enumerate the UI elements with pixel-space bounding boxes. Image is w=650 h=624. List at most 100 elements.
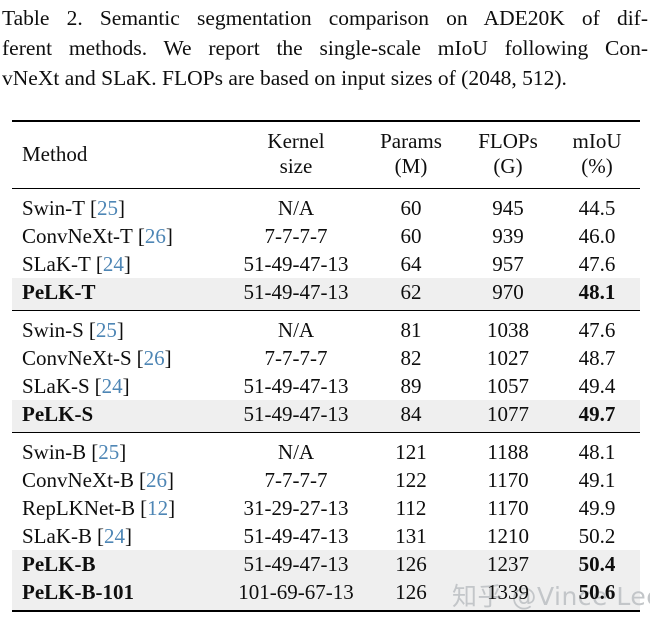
col-header-kernel-line2: size: [279, 154, 313, 178]
citation-open-bracket: [: [95, 252, 103, 276]
citation: [25]: [91, 440, 126, 464]
miou-cell: 47.6: [578, 252, 616, 276]
miou-cell: 49.9: [578, 496, 616, 520]
method-cell: Swin-B [25]: [12, 433, 232, 467]
flops-cell: 1188: [487, 440, 529, 464]
flops-cell: 970: [462, 278, 554, 311]
citation-open-bracket: [: [139, 468, 146, 492]
col-header-miou: mIoU (%): [554, 121, 640, 189]
table-row: SLaK-S [24] 51-49-47-13 89 1057 49.4: [12, 372, 640, 400]
method-cell: SLaK-T [24]: [12, 250, 232, 278]
kernel-cell: 51-49-47-13: [232, 400, 360, 433]
params-cell: 60: [400, 196, 422, 220]
flops-cell: 1339: [462, 578, 554, 611]
table-group-tiny: Swin-T [25] N/A 60 945 44.5 ConvNeXt-T [26…: [12, 188, 640, 311]
citation-close-bracket: ]: [168, 496, 176, 520]
citation-link[interactable]: 25: [98, 440, 120, 464]
params-cell: 60: [400, 224, 422, 248]
citation-close-bracket: ]: [122, 374, 130, 398]
flops-cell: 1170: [487, 468, 529, 492]
citation-close-bracket: ]: [164, 346, 172, 370]
kernel-cell: 51-49-47-13: [232, 550, 360, 578]
params-cell: 89: [400, 374, 422, 398]
col-header-params-line2: (M): [394, 154, 428, 178]
citation: [26]: [138, 224, 173, 248]
kernel-cell: 51-49-47-13: [243, 374, 349, 398]
method-cell: PeLK-T: [12, 278, 232, 311]
method-cell: PeLK-S: [12, 400, 232, 433]
caption-line-1: Table 2. Semantic segmentation compariso…: [2, 6, 648, 30]
flops-cell: 1057: [487, 374, 529, 398]
method-name: Swin-S: [22, 318, 84, 342]
table-row-highlighted: PeLK-S 51-49-47-13 84 1077 49.7: [12, 400, 640, 433]
params-cell: 131: [395, 524, 427, 548]
table-row: SLaK-T [24] 51-49-47-13 64 957 47.6: [12, 250, 640, 278]
method-cell: SLaK-S [24]: [12, 372, 232, 400]
flops-cell: 1170: [487, 496, 529, 520]
flops-cell: 945: [492, 196, 524, 220]
kernel-cell: 51-49-47-13: [232, 278, 360, 311]
method-name: ConvNeXt-S: [22, 346, 132, 370]
citation-link[interactable]: 26: [143, 346, 165, 370]
miou-cell: 46.0: [578, 224, 616, 248]
flops-cell: 1038: [487, 318, 529, 342]
params-cell: 82: [400, 346, 422, 370]
method-name: ConvNeXt-T: [22, 224, 133, 248]
miou-cell: 49.1: [578, 468, 616, 492]
miou-cell: 49.4: [578, 374, 616, 398]
params-cell: 64: [400, 252, 422, 276]
citation: [25]: [90, 196, 125, 220]
table-row-highlighted: PeLK-T 51-49-47-13 62 970 48.1: [12, 278, 640, 311]
method-name: Swin-T: [22, 196, 85, 220]
kernel-cell: 51-49-47-13: [243, 252, 349, 276]
citation: [24]: [96, 252, 131, 276]
kernel-cell: 7-7-7-7: [264, 468, 328, 492]
params-cell: 126: [360, 578, 462, 611]
params-cell: 126: [360, 550, 462, 578]
header-row: Method Kernel size Params (M) FLOPs (G) …: [12, 121, 640, 189]
citation-link[interactable]: 24: [104, 524, 125, 548]
flops-cell: 957: [492, 252, 524, 276]
kernel-cell: 101-69-67-13: [232, 578, 360, 611]
method-cell: ConvNeXt-B [26]: [12, 466, 232, 494]
citation-link[interactable]: 24: [101, 374, 123, 398]
params-cell: 112: [395, 496, 427, 520]
citation-link[interactable]: 25: [97, 196, 118, 220]
citation-link[interactable]: 12: [147, 496, 169, 520]
kernel-cell: 7-7-7-7: [264, 346, 328, 370]
method-cell: Swin-S [25]: [12, 311, 232, 345]
citation-close-bracket: ]: [118, 196, 125, 220]
method-name: SLaK-T: [22, 252, 91, 276]
table-row-highlighted: PeLK-B-101 101-69-67-13 126 1339 50.6: [12, 578, 640, 611]
miou-cell: 50.2: [578, 524, 616, 548]
citation-link[interactable]: 26: [144, 224, 166, 248]
caption-line-3: vNeXt and SLaK. FLOPs are based on input…: [2, 66, 567, 90]
miou-cell: 44.5: [578, 196, 616, 220]
citation-link[interactable]: 26: [146, 468, 167, 492]
params-cell: 84: [360, 400, 462, 433]
method-cell: SLaK-B [24]: [12, 522, 232, 550]
caption-line-2: ferent methods. We report the single-sca…: [2, 36, 648, 60]
kernel-cell: N/A: [277, 196, 315, 220]
params-cell: 81: [400, 318, 422, 342]
miou-cell: 49.7: [554, 400, 640, 433]
miou-cell: 50.4: [554, 550, 640, 578]
miou-cell: 48.1: [578, 440, 616, 464]
params-cell: 122: [395, 468, 427, 492]
citation-link[interactable]: 24: [102, 252, 124, 276]
method-name: ConvNeXt-B: [22, 468, 134, 492]
citation-link[interactable]: 25: [95, 318, 117, 342]
params-cell: 62: [360, 278, 462, 311]
method-name: Swin-B: [22, 440, 87, 464]
method-cell: PeLK-B: [12, 550, 232, 578]
method-cell: ConvNeXt-S [26]: [12, 344, 232, 372]
table-caption: Table 2. Semantic segmentation compariso…: [2, 3, 648, 93]
miou-cell: 48.7: [578, 346, 616, 370]
miou-cell: 50.6: [554, 578, 640, 611]
col-header-method: Method: [22, 141, 88, 166]
citation-close-bracket: ]: [167, 468, 174, 492]
table-group-base: Swin-B [25] N/A 121 1188 48.1 ConvNeXt-B[…: [12, 432, 640, 611]
col-header-params-line1: Params: [380, 129, 442, 153]
citation-open-bracket: [: [137, 224, 145, 248]
